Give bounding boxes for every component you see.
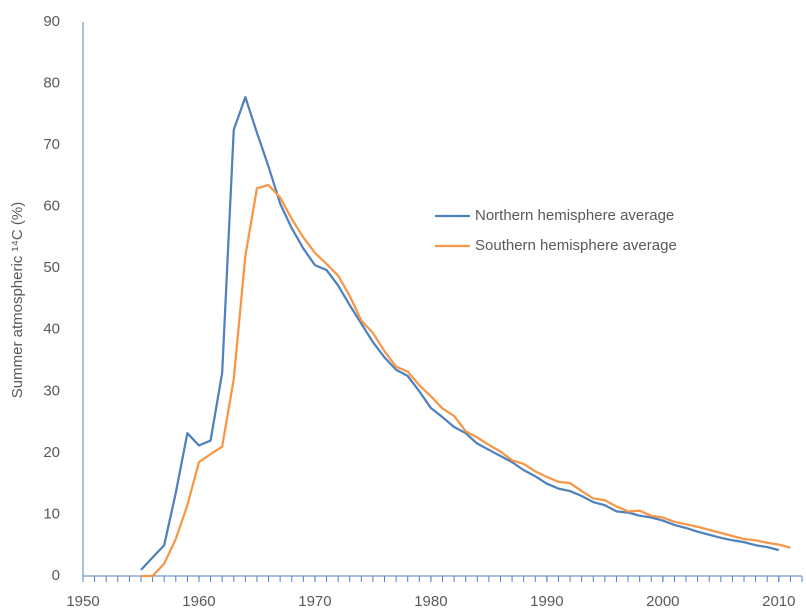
y-tick-label: 90	[43, 13, 60, 30]
x-tick-label: 1950	[66, 593, 99, 610]
y-tick-label: 30	[43, 382, 60, 399]
x-tick-label: 2000	[646, 593, 679, 610]
y-tick-label: 0	[52, 567, 60, 584]
y-tick-label: 20	[43, 444, 60, 461]
y-tick-label: 70	[43, 136, 60, 153]
legend-label: Northern hemisphere average	[475, 207, 674, 224]
legend-label: Southern hemisphere average	[475, 237, 677, 254]
y-tick-label: 60	[43, 198, 60, 215]
y-axis-title: Summer atmospheric ¹⁴C (%)	[9, 202, 26, 398]
x-tick-label: 2010	[762, 593, 795, 610]
y-tick-label: 50	[43, 259, 60, 276]
y-tick-label: 10	[43, 505, 60, 522]
x-tick-label: 1990	[530, 593, 563, 610]
series-line	[140, 95, 780, 571]
y-tick-label: 80	[43, 75, 60, 92]
series-line	[140, 183, 791, 578]
x-tick-label: 1980	[414, 593, 447, 610]
y-tick-label: 40	[43, 321, 60, 338]
x-tick-label: 1960	[182, 593, 215, 610]
x-tick-label: 1970	[298, 593, 331, 610]
